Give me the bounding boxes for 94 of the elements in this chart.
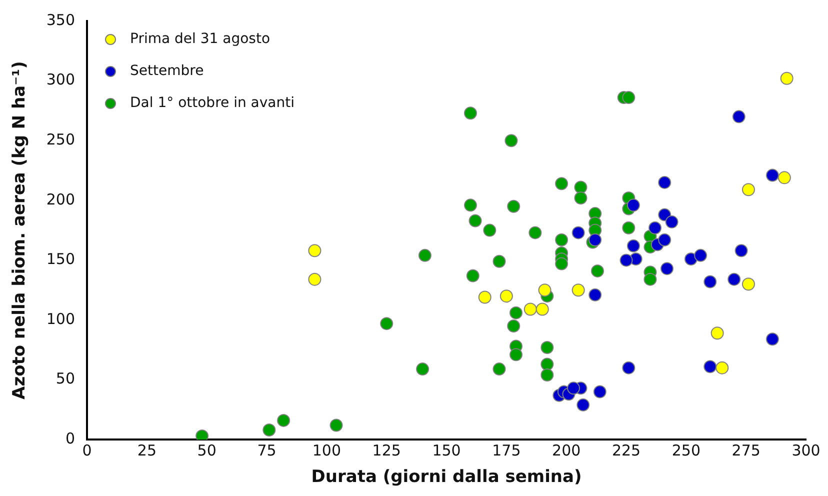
point [734, 244, 748, 258]
legend-label: Settembre [130, 63, 204, 79]
point [567, 382, 580, 395]
point [464, 198, 477, 212]
point [574, 192, 588, 205]
y-axis-title: Azoto nella biom. aerea (kg N ha⁻¹) [10, 61, 30, 400]
point [308, 244, 322, 258]
x-tick-label: 150 [432, 441, 461, 460]
point [555, 257, 568, 270]
point [780, 72, 794, 85]
point [492, 254, 506, 268]
y-tick-label: 350 [46, 10, 76, 29]
point [732, 110, 746, 124]
y-tick-label: 100 [46, 310, 76, 328]
x-tick-label: 25 [137, 441, 156, 460]
x-tick-label: 75 [257, 441, 276, 460]
point [510, 348, 523, 362]
x-tick-label: 175 [492, 441, 521, 460]
point [620, 254, 633, 267]
point [665, 215, 678, 228]
point [510, 306, 523, 320]
x-tick-label: 100 [312, 441, 342, 460]
point [540, 341, 554, 354]
point [330, 418, 343, 432]
y-tick-label: 150 [46, 250, 76, 268]
point [555, 177, 568, 190]
point [528, 226, 542, 240]
point [416, 362, 430, 376]
point [591, 264, 604, 278]
point [694, 248, 708, 262]
point [418, 248, 432, 262]
point [500, 290, 513, 303]
point [492, 362, 506, 376]
point [710, 326, 724, 340]
y-tick-label: 0 [65, 429, 76, 448]
point [658, 176, 672, 189]
x-tick-label: 200 [552, 441, 581, 460]
point [308, 272, 322, 286]
point [660, 262, 674, 276]
x-tick-label: 300 [792, 441, 820, 460]
point [572, 284, 585, 297]
legend-label: Prima del 31 agosto [130, 31, 270, 47]
x-tick-label: 0 [82, 441, 92, 460]
point [626, 239, 640, 252]
point [766, 332, 779, 346]
point [588, 233, 602, 246]
point [626, 198, 640, 212]
point [778, 171, 791, 184]
point [742, 278, 755, 291]
point [507, 200, 520, 213]
point [588, 288, 602, 302]
x-tick-label: 50 [197, 441, 216, 460]
y-tick-label: 250 [46, 130, 76, 148]
legend-label: Dal 1° ottobre in avanti [130, 95, 294, 111]
point [593, 385, 606, 398]
point [572, 226, 585, 240]
point [468, 214, 482, 228]
point [540, 358, 554, 371]
point [742, 183, 755, 196]
y-tick-label: 300 [46, 70, 76, 89]
point [648, 221, 662, 234]
x-tick-label: 250 [672, 441, 700, 460]
point [540, 368, 554, 382]
point [574, 180, 588, 194]
point [504, 134, 518, 148]
point [555, 233, 568, 246]
point [622, 91, 636, 104]
point [658, 233, 672, 246]
point [478, 290, 492, 304]
x-tick-label: 225 [612, 441, 641, 460]
y-tick-label: 200 [46, 190, 76, 208]
point [277, 414, 290, 427]
point [704, 360, 717, 374]
point [644, 272, 657, 286]
x-tick-label: 125 [372, 441, 401, 460]
point [483, 224, 496, 237]
point [766, 168, 779, 182]
x-tick-label: 275 [732, 441, 760, 460]
point [507, 319, 520, 332]
point [622, 221, 636, 234]
point [466, 269, 480, 282]
point [464, 106, 477, 120]
point [536, 302, 549, 316]
point [262, 424, 276, 437]
point [538, 284, 552, 297]
point [728, 272, 741, 286]
point [704, 275, 717, 288]
x-axis-title: Durata (giorni dalla semina) [311, 467, 582, 488]
point [716, 361, 729, 374]
point [622, 361, 636, 374]
point [524, 302, 537, 316]
y-tick-label: 50 [56, 370, 76, 388]
point [380, 317, 394, 330]
point [576, 398, 590, 412]
